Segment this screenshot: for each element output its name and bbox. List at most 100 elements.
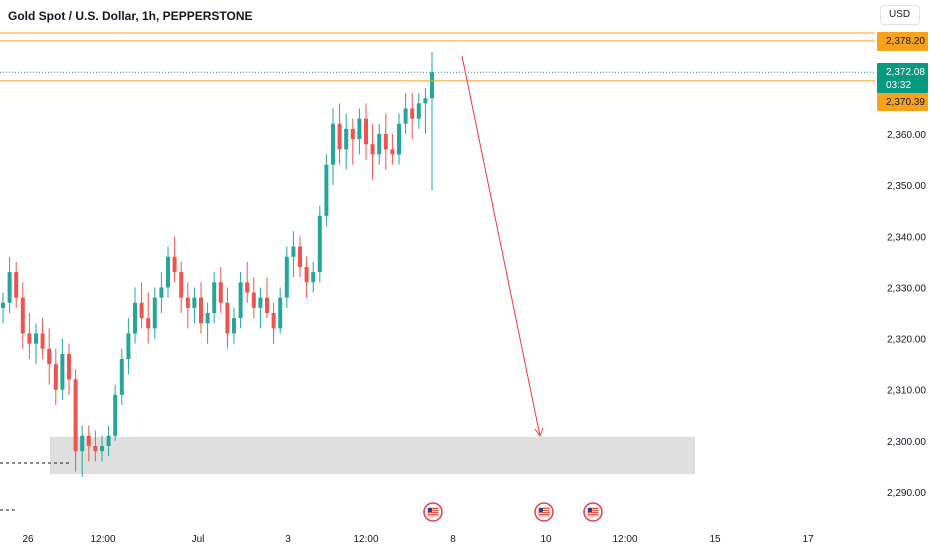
candle: [337, 103, 342, 165]
candle: [265, 277, 269, 319]
flag-stripe: [539, 512, 549, 513]
candle-body: [106, 435, 111, 446]
candle-body: [100, 445, 104, 452]
candle: [271, 302, 276, 344]
candle-body: [133, 302, 137, 334]
flag-stripe: [539, 508, 549, 509]
current-price-tag-bg: [877, 63, 928, 93]
us-flag-icon[interactable]: [423, 502, 443, 522]
candle: [344, 113, 349, 170]
upper-level-tag-bg: [877, 32, 928, 51]
candle: [416, 93, 421, 129]
candle-body: [337, 123, 342, 150]
candle: [410, 93, 415, 140]
candle: [119, 348, 124, 406]
candle: [357, 108, 362, 155]
candle-body: [350, 128, 355, 140]
candle-body: [47, 348, 52, 365]
candle-body: [126, 333, 131, 360]
y-axis-tick-label: 2,360.00: [887, 130, 926, 141]
candle-body: [185, 297, 190, 308]
candle-body: [370, 144, 375, 155]
candle: [133, 287, 137, 344]
candle: [403, 93, 408, 134]
x-axis-tick-label: 12:00: [353, 534, 378, 545]
lower-level-tag-text: 2,370.39: [886, 97, 925, 108]
y-axis-tick-label: 2,290.00: [887, 488, 926, 499]
candle: [80, 425, 85, 477]
candle: [311, 261, 316, 293]
y-axis-tick-label: 2,300.00: [887, 437, 926, 448]
candle: [350, 118, 355, 165]
candle-body: [53, 364, 58, 390]
lower-level-tag-bg: [877, 93, 928, 111]
candle-body: [232, 318, 236, 334]
us-flag-icon[interactable]: [534, 502, 554, 522]
current-price-tag: 2,372.08 03:32: [877, 63, 928, 93]
candle: [199, 282, 203, 334]
candle: [27, 313, 32, 360]
candle-body: [331, 123, 335, 165]
candle-body: [152, 297, 157, 329]
candle: [40, 318, 45, 360]
candle: [205, 302, 210, 344]
candle-body: [304, 266, 309, 283]
candle-body: [119, 359, 124, 395]
candle: [331, 108, 335, 186]
candle-body: [416, 103, 421, 119]
candle-body: [192, 297, 197, 308]
candle-body: [357, 118, 362, 140]
candle: [100, 435, 104, 462]
candle: [397, 113, 401, 165]
arrow-head-icon: [534, 427, 544, 438]
candle: [146, 292, 151, 344]
currency-selector[interactable]: USD: [880, 5, 920, 25]
candle-body: [403, 108, 408, 124]
candle-body: [218, 282, 223, 303]
candle: [284, 246, 289, 308]
x-axis-tick-label: 10: [540, 534, 552, 545]
candle: [166, 246, 170, 298]
lower-level-tag: 2,370.39: [877, 93, 928, 111]
candle-body: [205, 313, 210, 324]
candle: [324, 154, 329, 227]
candle: [1, 292, 5, 324]
candle-body: [271, 313, 276, 329]
candle: [258, 287, 263, 329]
flag-stripe: [539, 510, 549, 511]
x-axis-tick-label: 8: [450, 534, 456, 545]
candle-body: [251, 292, 256, 308]
current-price-tag-text: 03:32: [886, 80, 911, 91]
us-flag-icon[interactable]: [583, 502, 603, 522]
y-axis-tick-label: 2,320.00: [887, 335, 926, 346]
candle-body: [199, 297, 203, 324]
candle-body: [60, 353, 65, 390]
demand-zone: [50, 436, 695, 475]
candle-body: [265, 297, 269, 313]
candle: [430, 52, 434, 191]
candle: [139, 282, 144, 329]
candle-body: [212, 282, 217, 313]
x-axis-tick-label: 3: [285, 534, 291, 545]
candle: [298, 236, 302, 278]
y-axis-tick-label: 2,310.00: [887, 386, 926, 397]
candle-body: [423, 98, 428, 104]
flag-stripe: [539, 514, 549, 515]
candle: [225, 287, 230, 349]
candle: [377, 123, 382, 165]
candle-body: [40, 333, 45, 349]
candle-body: [291, 246, 296, 257]
candle-body: [410, 108, 415, 119]
candle: [172, 236, 177, 283]
candle-body: [67, 353, 71, 380]
candle-body: [146, 318, 151, 329]
candle: [185, 282, 190, 329]
candle: [370, 123, 375, 181]
candle-body: [179, 272, 184, 298]
candle: [423, 87, 428, 134]
candle-body: [284, 256, 289, 298]
candle: [278, 287, 283, 334]
candle: [390, 134, 395, 165]
y-axis-tick-label: 2,340.00: [887, 232, 926, 243]
